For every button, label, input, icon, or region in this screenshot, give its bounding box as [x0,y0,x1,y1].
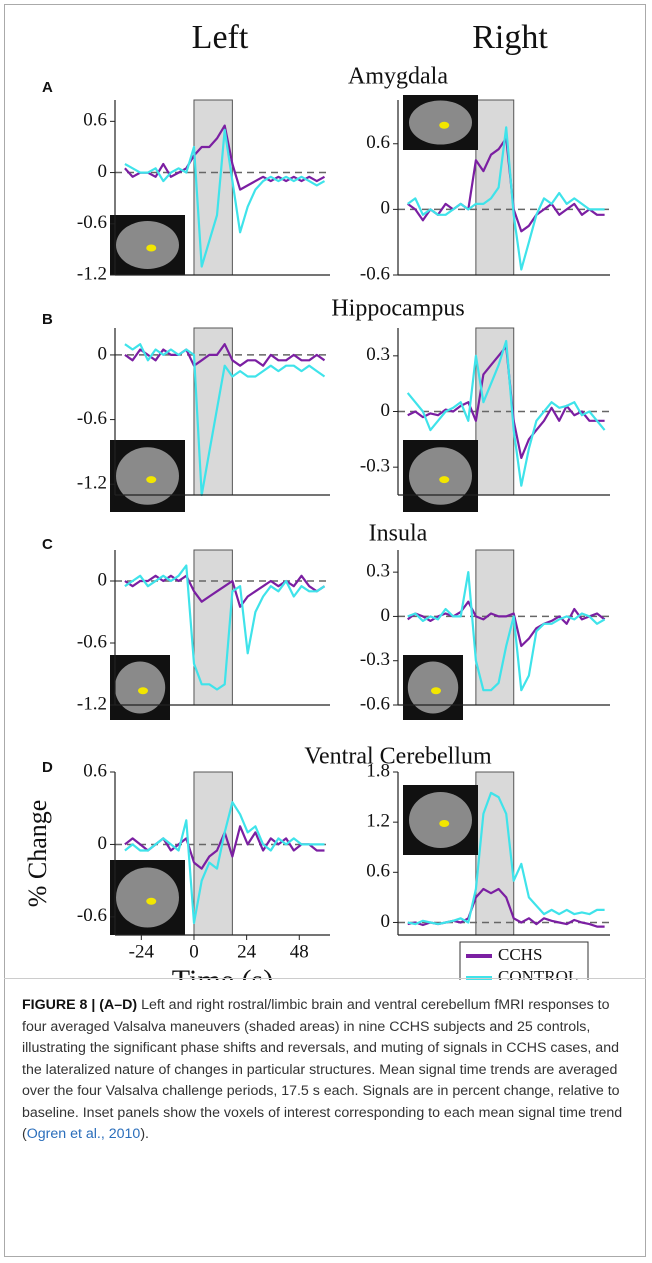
inset-voxel [146,476,157,484]
x-tick-label: 48 [290,941,309,962]
series-line [124,574,326,608]
y-tick-label: 0.6 [83,760,107,781]
x-axis-label: Time (s) [172,964,273,980]
y-tick-label: -1.2 [77,263,107,284]
series-line [124,128,326,268]
caption-text: ). [140,1126,149,1142]
region-title: Ventral Cerebellum [304,744,492,770]
inset-image [110,215,185,275]
panel-letter: D [42,759,53,776]
y-tick-label: 0 [98,569,108,590]
inset-voxel [146,244,157,252]
inset-image [110,440,185,512]
valsalva-shade [475,549,515,706]
inset-image [403,785,478,855]
y-tick-label: 0 [381,400,391,421]
inset-voxel [439,121,450,129]
inset-brain [116,867,179,928]
y-tick-label: -1.2 [77,693,107,714]
inset-image [403,95,478,150]
inset-brain [407,661,459,714]
series-line [124,343,326,497]
y-tick-label: 1.2 [366,811,390,832]
y-tick-label: -0.6 [77,905,107,926]
x-tick-label: 0 [189,941,199,962]
panel-letter: B [42,311,53,328]
series-line [124,801,325,924]
citation-link[interactable]: Ogren et al., 2010 [26,1126,141,1142]
inset-voxel [439,476,450,484]
valsalva-shade [475,771,515,936]
inset-image [110,860,185,935]
series-line [124,564,326,691]
inset-brain [409,792,472,848]
inset-voxel [138,687,148,695]
x-tick-label: -24 [129,941,155,962]
column-title: Right [472,19,548,56]
legend-label: CCHS [498,945,542,964]
y-tick-label: -0.6 [77,631,107,652]
caption-rule [4,978,646,979]
inset-brain [114,661,166,714]
y-tick-label: 0.3 [366,561,390,582]
column-title: Left [192,19,249,56]
inset-voxel [431,687,441,695]
y-tick-label: -0.3 [360,456,390,477]
inset-image [403,655,463,720]
y-tick-label: 0 [98,343,108,364]
y-tick-label: -0.3 [360,649,390,670]
figure-frame [4,4,646,1257]
y-tick-label: 1.8 [366,760,390,781]
inset-brain [116,221,179,269]
y-tick-label: -0.6 [77,212,107,233]
region-title: Insula [369,521,428,547]
inset-voxel [146,897,157,905]
y-tick-label: 0 [98,161,108,182]
inset-brain [409,100,472,145]
inset-brain [116,447,179,505]
y-tick-label: 0.6 [83,110,107,131]
caption: FIGURE 8 | (A–D) Left and right rostral/… [22,995,632,1146]
y-tick-label: 0.3 [366,344,390,365]
y-tick-label: -0.6 [360,263,390,284]
y-tick-label: 0.6 [366,132,390,153]
inset-image [403,440,478,512]
y-tick-label: 0 [381,198,391,219]
series-line [407,126,605,271]
region-title: Amygdala [348,64,448,90]
y-tick-label: 0 [381,911,391,932]
panel-letter: C [42,536,53,553]
legend-label: CONTROL [498,967,578,980]
caption-text: Left and right rostral/limbic brain and … [22,997,623,1142]
y-tick-label: 0.6 [366,861,390,882]
caption-label: FIGURE 8 | (A–D) [22,997,138,1013]
y-tick-label: -0.6 [360,693,390,714]
region-title: Hippocampus [331,296,464,322]
series-line [407,571,606,692]
y-axis-label: % Change [23,800,52,908]
valsalva-shade [475,99,515,276]
series-line [406,339,606,487]
figure: Left Right A Amygdala B Hippocampus C Insula D… [23,19,610,980]
x-tick-label: 24 [237,941,257,962]
inset-voxel [439,820,450,827]
series-line [124,343,326,367]
legend-box [459,941,589,980]
y-tick-label: 0 [381,605,391,626]
inset-brain [409,447,472,505]
y-tick-label: -1.2 [77,473,107,494]
inset-image [110,655,170,720]
panel-letter: A [42,79,53,96]
series-line [407,791,605,926]
y-tick-label: 0 [98,833,108,854]
y-tick-label: -0.6 [77,408,107,429]
